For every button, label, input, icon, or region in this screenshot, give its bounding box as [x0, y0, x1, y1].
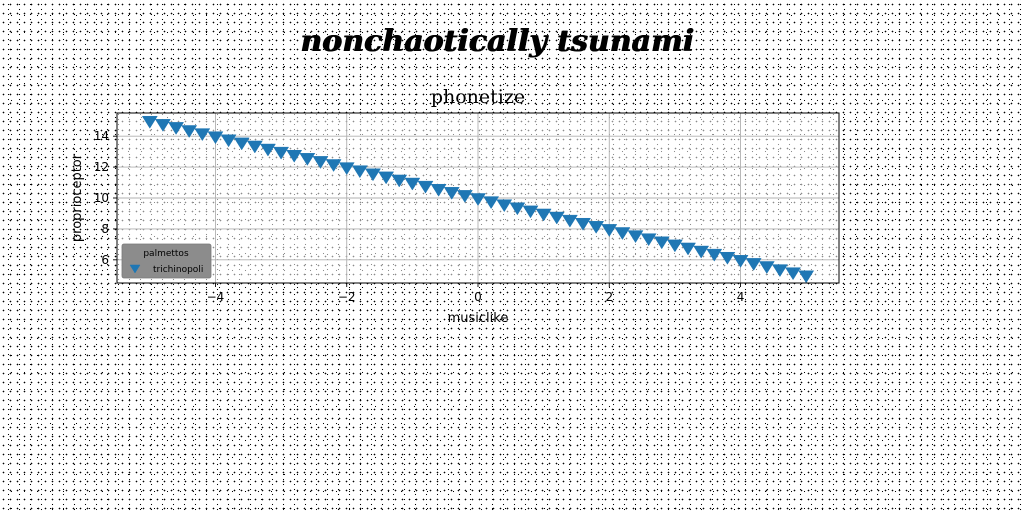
data-point [194, 128, 211, 142]
y-tick-label: 10 [94, 191, 109, 205]
data-point [706, 248, 723, 262]
y-tick-label: 6 [101, 253, 109, 267]
data-point [627, 230, 644, 244]
data-point [666, 239, 683, 253]
legend-entry-label: trichinopoli [153, 265, 203, 275]
data-point [771, 264, 788, 278]
data-point [351, 165, 368, 179]
chart-title: phonetize [431, 86, 525, 108]
data-point [181, 125, 198, 138]
data-point [614, 227, 631, 240]
data-point [640, 233, 657, 247]
data-point [588, 221, 605, 234]
data-point [273, 146, 290, 160]
data-point [207, 131, 224, 145]
data-point [732, 255, 749, 268]
data-point [470, 193, 486, 206]
data-point [509, 202, 526, 216]
data-point [391, 174, 408, 188]
data-point [154, 119, 171, 132]
data-point [312, 156, 329, 169]
data-point [338, 162, 355, 176]
data-point [365, 168, 381, 182]
data-point [785, 267, 802, 281]
data-point [653, 236, 670, 250]
data-point [404, 177, 421, 191]
x-tick-label: 2 [605, 290, 613, 304]
data-point [575, 217, 591, 231]
y-tick-label: 14 [94, 129, 109, 143]
data-point [299, 153, 316, 166]
data-point [535, 208, 552, 222]
data-point [141, 115, 158, 129]
data-point [548, 211, 565, 225]
data-point [220, 134, 237, 148]
data-point [680, 242, 696, 256]
y-tick-label: 12 [94, 160, 109, 174]
data-point [601, 224, 618, 237]
data-point [286, 149, 303, 163]
data-point [378, 171, 395, 185]
legend: palmettos trichinopoli [121, 243, 212, 279]
data-point [798, 270, 815, 284]
x-axis-label: musiclike [448, 311, 509, 326]
data-point [483, 196, 500, 210]
data-point [719, 251, 736, 265]
data-point [168, 122, 185, 135]
legend-box [121, 243, 212, 279]
data-point [233, 137, 250, 151]
x-tick-label: −4 [207, 290, 225, 304]
y-axis-label: proprioceptor [70, 153, 85, 242]
data-point [443, 187, 460, 200]
data-point [260, 143, 276, 157]
x-tick-label: 4 [737, 290, 745, 304]
x-tick-label: 0 [474, 290, 482, 304]
data-point [430, 183, 447, 197]
data-point [745, 258, 762, 271]
data-point [522, 205, 539, 219]
data-point [325, 159, 342, 172]
data-point [246, 140, 263, 154]
data-point [561, 214, 578, 228]
data-point [417, 180, 434, 194]
tick-layer: −4 −2 0 2 4 6 8 10 12 14 [94, 129, 745, 304]
legend-marker-icon [129, 264, 141, 274]
marker-layer [141, 115, 815, 284]
data-point [456, 190, 473, 203]
legend-title: palmettos [143, 249, 189, 259]
data-point [758, 261, 775, 274]
data-point [693, 245, 710, 259]
y-tick-label: 8 [101, 222, 109, 236]
x-tick-label: −2 [338, 290, 356, 304]
data-point [496, 199, 513, 213]
